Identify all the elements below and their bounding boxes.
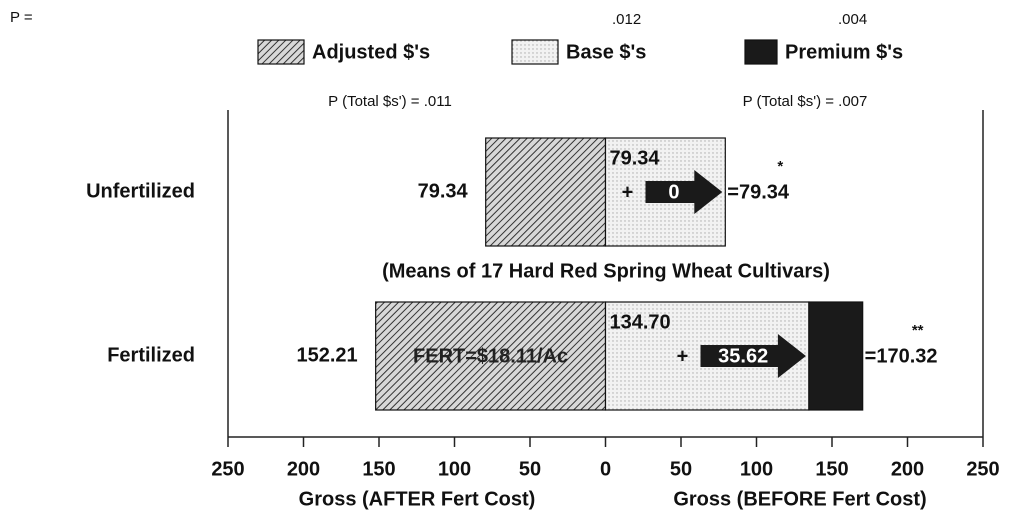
plus-sign: +: [677, 345, 689, 367]
legend-label: Base $'s: [566, 41, 646, 63]
arrow: [700, 334, 806, 378]
bar: [485, 137, 607, 247]
premium-label: 35.62: [718, 345, 768, 367]
p-value: .012: [612, 11, 641, 28]
bar: [808, 301, 864, 411]
significance: **: [912, 322, 924, 339]
significance: *: [777, 158, 783, 175]
plus-sign: +: [622, 181, 634, 203]
p-value: .004: [838, 11, 867, 28]
legend-swatch: [744, 39, 778, 65]
x-tick-label: 100: [438, 458, 471, 480]
arrow: [645, 170, 723, 214]
x-tick-label: 150: [815, 458, 848, 480]
bar: [375, 301, 607, 411]
x-tick-label: 0: [600, 458, 611, 480]
x-axis-title: Gross (BEFORE Fert Cost): [673, 488, 926, 510]
total-label: =170.32: [865, 345, 938, 367]
x-tick-label: 100: [740, 458, 773, 480]
value-label: 134.70: [610, 311, 671, 333]
x-axis-title: Gross (AFTER Fert Cost): [299, 488, 536, 510]
value-label: 152.21: [296, 344, 357, 366]
legend-swatch: [511, 39, 559, 65]
x-tick-label: 250: [966, 458, 999, 480]
value-label: 79.34: [610, 147, 661, 169]
p-total: P (Total $s') = .007: [743, 93, 868, 110]
category-label: Fertilized: [107, 344, 195, 366]
x-tick-label: 50: [519, 458, 541, 480]
legend-swatch: [257, 39, 305, 65]
x-tick-label: 200: [891, 458, 924, 480]
x-tick-label: 250: [211, 458, 244, 480]
legend-label: Premium $'s: [785, 41, 903, 63]
category-label: Unfertilized: [86, 180, 195, 202]
x-tick-label: 200: [287, 458, 320, 480]
fert-note: FERT=$18.11/Ac: [413, 345, 568, 367]
total-label: =79.34: [727, 181, 790, 203]
p-label: P =: [10, 9, 33, 26]
value-label: 79.34: [418, 180, 469, 202]
x-tick-label: 150: [362, 458, 395, 480]
legend-label: Adjusted $'s: [312, 41, 430, 63]
x-tick-label: 50: [670, 458, 692, 480]
subtitle: (Means of 17 Hard Red Spring Wheat Culti…: [382, 260, 830, 282]
p-total: P (Total $s') = .011: [328, 93, 452, 110]
premium-label: 0: [668, 181, 679, 203]
